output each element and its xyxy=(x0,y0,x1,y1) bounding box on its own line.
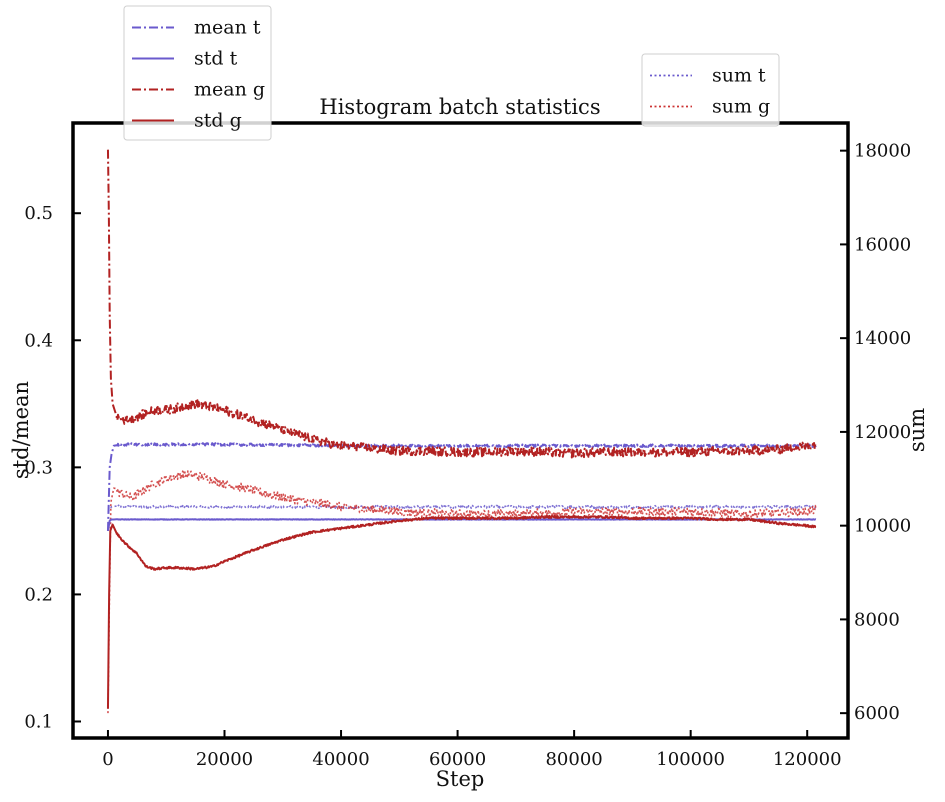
legend-label: sum g xyxy=(712,96,770,118)
x-tick-label: 100000 xyxy=(656,749,725,770)
y-axis-right-label: sum xyxy=(905,408,929,452)
x-tick-label: 120000 xyxy=(773,749,842,770)
y-left-tick-label: 0.2 xyxy=(24,584,53,605)
x-tick-label: 20000 xyxy=(196,749,253,770)
series-mean-t xyxy=(106,442,817,531)
y-right-tick-label: 6000 xyxy=(854,703,900,724)
series-sum-g xyxy=(107,469,817,714)
legend-left: mean t std t mean g std g xyxy=(123,5,272,141)
series-mean-g xyxy=(106,149,817,459)
series-sum-t xyxy=(107,504,817,513)
y-axis-left-label: std/mean xyxy=(9,381,33,479)
y-left-tick-label: 0.3 xyxy=(24,457,53,478)
legend-box xyxy=(641,53,780,127)
series-std-t xyxy=(106,518,817,532)
y-left-tick-label: 0.5 xyxy=(24,203,53,224)
series-layer xyxy=(106,149,817,714)
y-right-tick-label: 8000 xyxy=(854,609,900,630)
y-right-tick-label: 14000 xyxy=(854,328,911,349)
axes-frame xyxy=(71,121,850,740)
series-std-g xyxy=(106,514,817,709)
legend-label: mean g xyxy=(194,79,265,101)
x-tick-label: 40000 xyxy=(312,749,369,770)
y-left-tick-label: 0.1 xyxy=(24,711,53,732)
y-right-tick-label: 18000 xyxy=(854,141,911,162)
y-right-tick-label: 12000 xyxy=(854,422,911,443)
x-axis-label: Step xyxy=(436,767,485,791)
y-left-tick-label: 0.4 xyxy=(24,330,53,351)
y-right-tick-label: 10000 xyxy=(854,516,911,537)
y-axis-right: 6000 8000 10000 12000 14000 16000 18000 xyxy=(840,141,911,724)
chart-title: Histogram batch statistics xyxy=(319,95,600,119)
y-axis-left: 0.1 0.2 0.3 0.4 0.5 xyxy=(24,203,81,732)
y-right-tick-label: 16000 xyxy=(854,234,911,255)
x-tick-label: 80000 xyxy=(545,749,602,770)
legend-label: std g xyxy=(194,110,242,132)
legend-label: std t xyxy=(194,48,238,70)
legend-box xyxy=(123,5,272,141)
legend-label: sum t xyxy=(712,65,766,87)
x-tick-label: 0 xyxy=(102,749,113,770)
x-tick-label: 60000 xyxy=(429,749,486,770)
x-axis: 0 20000 40000 60000 80000 100000 120000 xyxy=(102,730,842,770)
legend-right: sum t sum g xyxy=(641,53,780,127)
legend-label: mean t xyxy=(194,17,261,39)
